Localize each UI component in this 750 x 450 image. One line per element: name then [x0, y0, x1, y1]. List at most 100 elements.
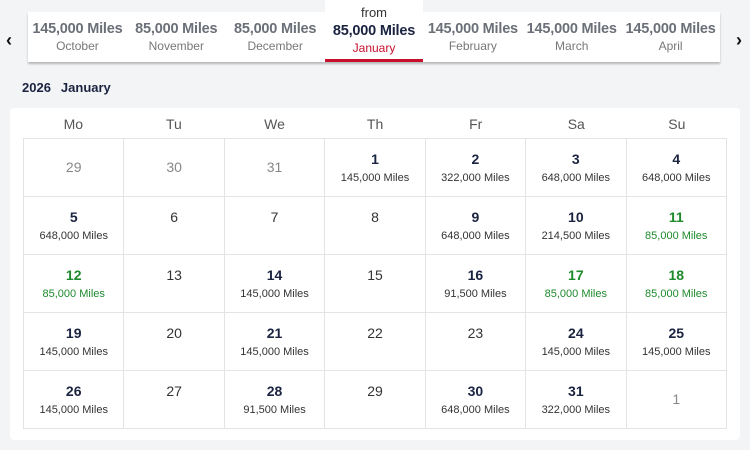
day-number: 12	[65, 267, 82, 283]
day-number: 14	[266, 267, 283, 283]
month-tab-october[interactable]: 145,000 Miles October	[28, 12, 127, 62]
day-number: 5	[69, 209, 78, 225]
day-cell[interactable]: 17 85,000 Miles	[526, 255, 627, 313]
year: 2026	[22, 80, 51, 95]
day-number: 2	[471, 151, 480, 167]
day-number: 31	[266, 159, 283, 175]
day-number: 4	[672, 151, 681, 167]
day-cell[interactable]: 16 91,500 Miles	[425, 255, 527, 313]
calendar-week: 5 648,000 Miles 6 7 8 9 648,000 Miles 10 214,500…	[24, 197, 727, 255]
day-cell: 13	[124, 255, 225, 313]
day-number: 31	[568, 383, 584, 399]
day-number: 19	[65, 325, 82, 341]
day-cell[interactable]: 28 91,500 Miles	[224, 371, 326, 429]
day-cell[interactable]: 12 85,000 Miles	[24, 255, 125, 313]
day-number: 11	[668, 209, 684, 225]
from-label: from	[361, 5, 387, 20]
weekday-mo: Mo	[63, 116, 84, 132]
day-cell: 20	[124, 313, 225, 371]
day-number: 7	[270, 209, 279, 225]
month-name: January	[352, 41, 396, 55]
day-number: 21	[266, 325, 283, 341]
day-miles: 91,500 Miles	[243, 404, 306, 416]
day-number: 20	[166, 325, 182, 341]
day-miles: 214,500 Miles	[541, 230, 611, 242]
month-name: October	[56, 39, 99, 53]
month-tab-april[interactable]: 145,000 Miles April	[621, 12, 720, 62]
day-miles: 322,000 Miles	[441, 172, 510, 184]
weekday-sa: Sa	[567, 116, 585, 132]
day-cell[interactable]: 3 648,000 Miles	[526, 139, 627, 197]
day-cell: 1	[626, 371, 727, 429]
day-number: 3	[571, 151, 580, 167]
month-miles: 85,000 Miles	[234, 21, 317, 37]
day-cell[interactable]: 21 145,000 Miles	[224, 313, 326, 371]
day-miles: 85,000 Miles	[544, 288, 607, 300]
calendar-week: 19 145,000 Miles 20 21 145,000 Miles 22 23 24 14…	[24, 313, 727, 371]
day-miles: 648,000 Miles	[441, 230, 510, 242]
chevron-right-icon[interactable]: ›	[736, 30, 742, 50]
month-miles: 85,000 Miles	[332, 23, 416, 39]
day-cell: 27	[124, 371, 225, 429]
day-cell[interactable]: 2 322,000 Miles	[425, 139, 527, 197]
chevron-left-icon[interactable]: ‹	[6, 30, 12, 50]
weekday-su: Su	[668, 116, 686, 132]
month-tab-february[interactable]: 145,000 Miles February	[423, 12, 522, 62]
day-miles: 85,000 Miles	[645, 230, 708, 242]
day-miles: 145,000 Miles	[340, 172, 410, 184]
day-miles: 648,000 Miles	[541, 172, 611, 184]
day-cell[interactable]: 1 145,000 Miles	[325, 139, 426, 197]
day-cell[interactable]: 9 648,000 Miles	[425, 197, 527, 255]
calendar-week: 26 145,000 Miles 27 28 91,500 Miles 29 30 648,0…	[24, 371, 727, 429]
day-cell[interactable]: 26 145,000 Miles	[24, 371, 125, 429]
day-miles: 322,000 Miles	[541, 404, 611, 416]
day-number: 16	[467, 267, 484, 283]
month-name: November	[148, 39, 204, 53]
day-miles: 145,000 Miles	[240, 346, 309, 358]
day-cell: 15	[325, 255, 426, 313]
month-tab-march[interactable]: 145,000 Miles March	[522, 12, 621, 62]
day-cell[interactable]: 25 145,000 Miles	[626, 313, 727, 371]
weekday-header: Mo Tu We Th Fr Sa Su	[23, 116, 727, 132]
calendar-card: Mo Tu We Th Fr Sa Su 29 30 31 1 145,000 Miles 2 322,…	[10, 108, 740, 440]
day-number: 10	[568, 209, 584, 225]
day-number: 17	[568, 267, 584, 283]
day-cell[interactable]: 24 145,000 Miles	[526, 313, 627, 371]
day-cell[interactable]: 31 322,000 Miles	[526, 371, 627, 429]
day-cell[interactable]: 19 145,000 Miles	[24, 313, 125, 371]
day-cell[interactable]: 30 648,000 Miles	[425, 371, 527, 429]
day-number: 6	[170, 209, 179, 225]
day-cell: 29	[325, 371, 426, 429]
month-tab-december[interactable]: 85,000 Miles December	[226, 12, 325, 62]
month-tab-november[interactable]: 85,000 Miles November	[127, 12, 226, 62]
day-cell[interactable]: 5 648,000 Miles	[24, 197, 125, 255]
day-number: 13	[166, 267, 182, 283]
day-number: 30	[467, 383, 484, 399]
day-cell[interactable]: 14 145,000 Miles	[224, 255, 326, 313]
weekday-we: We	[264, 116, 285, 132]
day-number: 1	[672, 391, 681, 407]
month-name: December	[247, 39, 303, 53]
day-number: 18	[668, 267, 685, 283]
month-tab-january[interactable]: from 85,000 Miles January	[324, 0, 424, 62]
day-miles: 85,000 Miles	[42, 288, 105, 300]
day-number: 15	[367, 267, 383, 283]
day-cell[interactable]: 11 85,000 Miles	[626, 197, 727, 255]
day-number: 28	[266, 383, 283, 399]
month-miles: 145,000 Miles	[427, 21, 518, 37]
month-name: April	[658, 39, 683, 53]
day-cell[interactable]: 18 85,000 Miles	[626, 255, 727, 313]
day-number: 27	[166, 383, 182, 399]
day-cell[interactable]: 4 648,000 Miles	[626, 139, 727, 197]
day-miles: 145,000 Miles	[641, 346, 711, 358]
month-name: February	[448, 39, 497, 53]
month-miles: 145,000 Miles	[625, 21, 716, 37]
month-miles: 145,000 Miles	[526, 21, 617, 37]
day-miles: 145,000 Miles	[39, 346, 108, 358]
month: January	[60, 80, 111, 95]
calendar-week: 12 85,000 Miles 13 14 145,000 Miles 15 16 91,50…	[24, 255, 727, 313]
day-cell[interactable]: 10 214,500 Miles	[526, 197, 627, 255]
day-cell: 6	[124, 197, 225, 255]
day-miles: 85,000 Miles	[645, 288, 708, 300]
day-number: 23	[467, 325, 484, 341]
